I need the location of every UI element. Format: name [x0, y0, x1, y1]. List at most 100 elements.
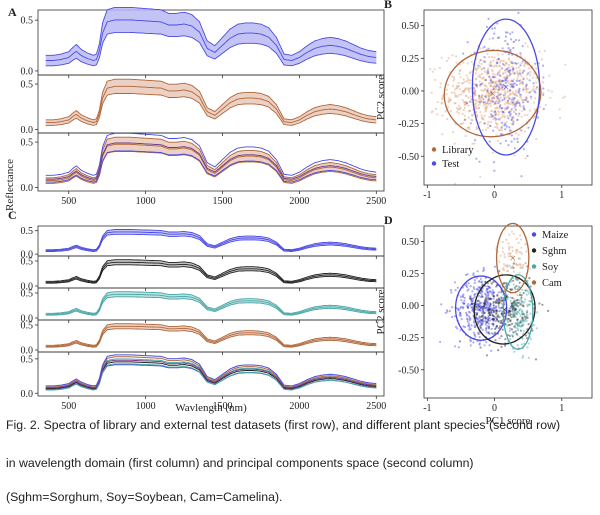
scatter-point-test [502, 63, 505, 66]
scatter-point-library [482, 104, 485, 107]
scatter-point-cam [519, 266, 522, 269]
scatter-point-library [495, 123, 499, 126]
scatter-point-library [469, 71, 472, 74]
scatter-point-soy [528, 299, 531, 303]
scatter-point-maize [490, 311, 493, 314]
scatter-point-cam [511, 266, 514, 269]
scatter-point-test [508, 111, 511, 114]
scatter-point-library [504, 92, 507, 95]
scatter-point-library [505, 101, 508, 104]
scatter-point-maize [477, 299, 480, 302]
scatter-point-maize [478, 324, 482, 328]
scatter-point-cam [520, 267, 523, 270]
scatter-point-maize [498, 337, 501, 340]
scatter-point-test [493, 76, 496, 79]
scatter-point-library [439, 82, 442, 85]
scatter-point-library [510, 65, 514, 68]
scatter-point-soy [514, 322, 517, 325]
scatter-point-sghm [499, 319, 503, 322]
scatter-point-library [493, 82, 496, 85]
scatter-point-maize [474, 293, 477, 296]
scatter-point-sghm [490, 297, 493, 300]
scatter-point-maize [466, 317, 469, 320]
scatter-point-library [490, 84, 493, 87]
legend-marker-cam [531, 280, 537, 285]
scatter-point-library [512, 103, 515, 106]
scatter-point-library [439, 86, 442, 89]
scatter-point-library [495, 125, 498, 128]
scatter-point-maize [488, 327, 491, 330]
scatter-point-library [491, 81, 494, 84]
scatter-point-test [534, 62, 537, 65]
scatter-point-soy [513, 300, 516, 303]
scatter-point-library [481, 116, 484, 119]
scatter-point-cam [511, 265, 514, 268]
scatter-point-test [494, 85, 497, 88]
scatter-point-cam [522, 302, 525, 305]
ylabel-A: Reflectance [4, 159, 16, 211]
scatter-point-test [497, 118, 500, 121]
scatter-point-library [493, 73, 496, 76]
scatter-point-library [486, 123, 489, 126]
scatter-point-library [511, 70, 514, 73]
scatter-point-library [508, 74, 511, 77]
scatter-point-test [489, 64, 492, 68]
scatter-point-test [475, 84, 478, 87]
scatter-point-library [507, 81, 510, 84]
scatter-point-library [459, 63, 462, 66]
species-all-line-5 [45, 363, 377, 391]
scatter-point-maize [471, 302, 474, 306]
species-teal-mean-line [45, 293, 377, 315]
scatter-point-library [501, 83, 505, 86]
scatter-point-library [489, 84, 492, 87]
scatter-point-library [459, 122, 462, 126]
scatter-point-test [503, 124, 506, 127]
scatter-point-library [488, 115, 491, 119]
scatter-point-library [494, 80, 497, 84]
scatter-point-library [514, 89, 518, 93]
scatter-point-maize [495, 324, 498, 327]
scatter-point-library [465, 101, 469, 104]
scatter-point-library [516, 91, 519, 94]
scatter-point-library [480, 114, 483, 117]
scatter-point-library [509, 103, 512, 106]
species-all-line-3 [45, 356, 377, 388]
scatter-point-maize [467, 306, 470, 309]
scatter-point-maize [465, 284, 468, 287]
scatter-point-maize [481, 328, 484, 331]
scatter-point-library [441, 98, 444, 101]
scatter-point-library [478, 61, 481, 64]
scatter-point-test [533, 90, 536, 93]
scatter-point-soy [525, 313, 528, 316]
scatter-point-test [522, 148, 526, 151]
scatter-point-sghm [480, 324, 483, 327]
scatter-point-library [490, 99, 494, 102]
scatter-point-library [496, 91, 500, 94]
scatter-point-maize [476, 318, 479, 321]
scatter-point-library [501, 113, 504, 116]
scatter-point-sghm [510, 305, 513, 308]
scatter-point-library [462, 61, 465, 64]
scatter-point-library [484, 107, 487, 111]
scatter-point-library [485, 96, 488, 99]
scatter-point-sghm [510, 302, 514, 305]
scatter-point-maize [477, 308, 480, 311]
scatter-point-maize [486, 319, 490, 322]
scatter-point-sghm [512, 266, 515, 269]
scatter-point-test [518, 104, 521, 107]
scatter-point-library [483, 78, 486, 82]
scatter-point-library [515, 66, 518, 70]
scatter-point-test [508, 110, 511, 114]
xtick-label: 500 [61, 401, 76, 412]
scatter-point-library [461, 98, 464, 102]
scatter-point-maize [488, 307, 491, 310]
test-band [45, 7, 377, 66]
scatter-point-maize [493, 265, 497, 268]
scatter-point-cam [518, 271, 521, 274]
scatter-point-soy [514, 301, 517, 304]
scatter-point-maize [477, 319, 481, 323]
scatter-point-library [506, 78, 509, 81]
scatter-point-library [491, 91, 494, 95]
scatter-point-test [536, 86, 539, 89]
scatter-point-test [504, 77, 507, 80]
